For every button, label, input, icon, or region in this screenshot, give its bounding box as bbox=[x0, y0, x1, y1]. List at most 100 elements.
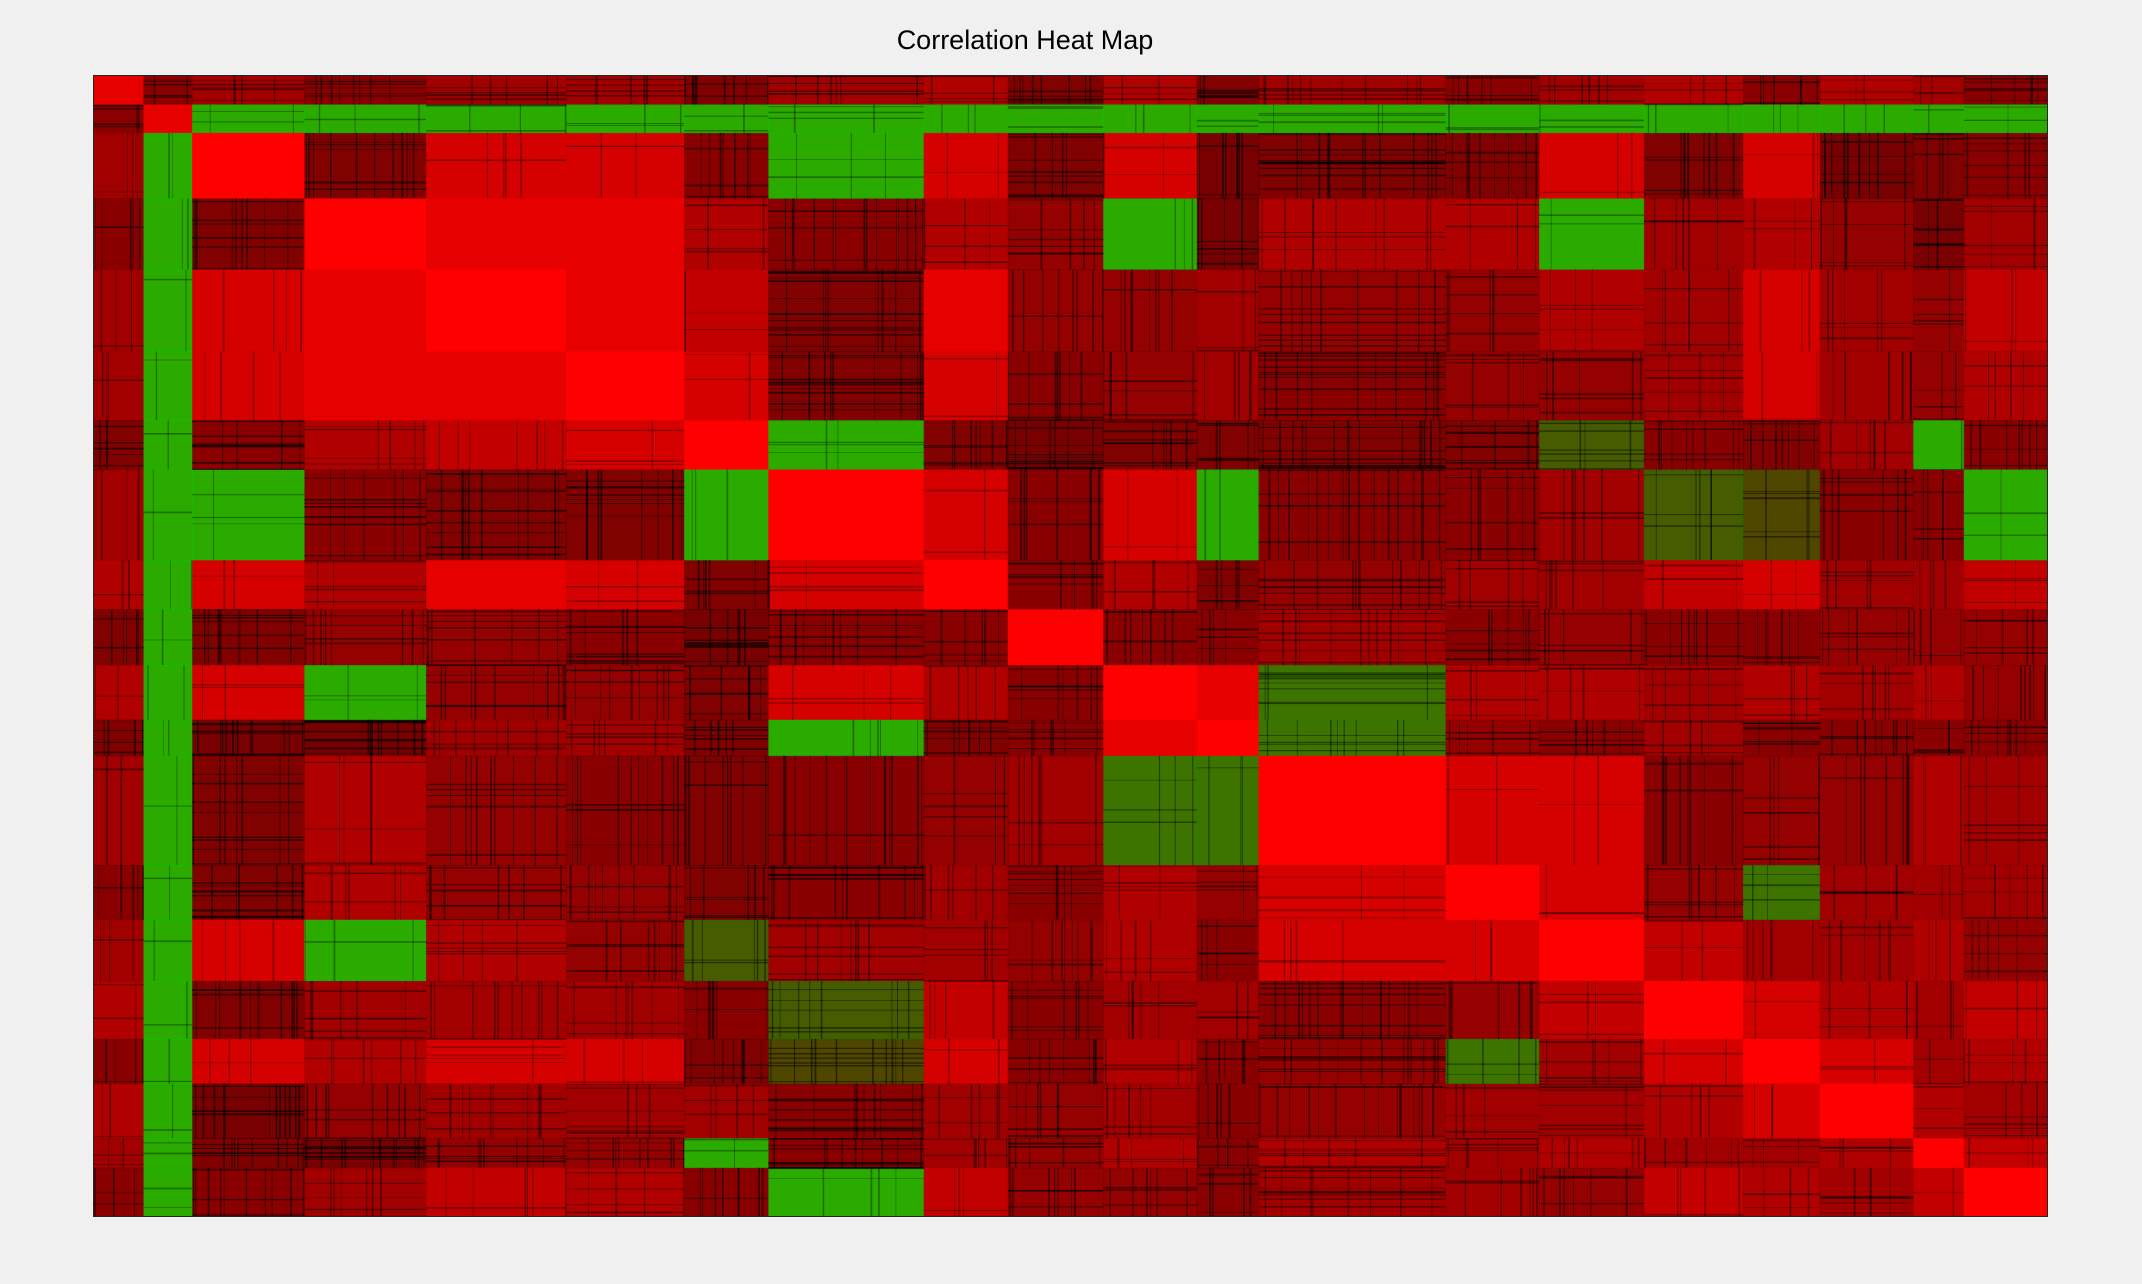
heatmap-texture-line bbox=[698, 560, 700, 610]
heatmap-texture-line bbox=[768, 83, 924, 84]
heatmap-texture-line bbox=[1007, 563, 1104, 565]
heatmap-texture-line bbox=[2009, 865, 2011, 920]
heatmap-plot-area bbox=[93, 75, 2048, 1217]
heatmap-cell bbox=[566, 1167, 685, 1217]
heatmap-texture-line bbox=[192, 882, 305, 884]
heatmap-texture-line bbox=[1827, 609, 1830, 666]
heatmap-texture-line bbox=[768, 566, 924, 568]
heatmap-texture-line bbox=[1296, 132, 1298, 199]
heatmap-texture-line bbox=[1007, 871, 1104, 873]
heatmap-cell bbox=[768, 351, 925, 421]
heatmap-texture-line bbox=[290, 609, 292, 666]
heatmap-texture-line bbox=[1780, 104, 1781, 133]
heatmap-texture-line bbox=[1963, 176, 2048, 178]
heatmap-texture-line bbox=[544, 420, 546, 470]
heatmap-texture-line bbox=[93, 1135, 144, 1137]
heatmap-texture-line bbox=[304, 1158, 426, 1160]
heatmap-texture-line bbox=[832, 609, 835, 666]
heatmap-texture-line bbox=[1103, 1088, 1197, 1089]
heatmap-texture-line bbox=[684, 590, 769, 592]
heatmap-texture-line bbox=[923, 611, 1008, 612]
heatmap-texture-line bbox=[1913, 700, 1964, 702]
heatmap-texture-line bbox=[340, 1167, 342, 1217]
heatmap-texture-line bbox=[1307, 469, 1309, 561]
heatmap-texture-line bbox=[1395, 269, 1398, 352]
heatmap-texture-line bbox=[996, 351, 997, 421]
heatmap-texture-line bbox=[1913, 228, 1964, 230]
heatmap-texture-line bbox=[1275, 351, 1278, 421]
heatmap-cell bbox=[93, 719, 145, 757]
heatmap-texture-line bbox=[921, 198, 923, 270]
heatmap-texture-line bbox=[1328, 469, 1330, 561]
heatmap-texture-line bbox=[1539, 1175, 1644, 1177]
heatmap-texture-line bbox=[1963, 839, 2048, 842]
heatmap-texture-line bbox=[516, 919, 518, 981]
heatmap-texture-line bbox=[675, 919, 676, 981]
heatmap-texture-line bbox=[1007, 95, 1104, 97]
heatmap-texture-line bbox=[566, 632, 685, 633]
heatmap-texture-line bbox=[147, 665, 149, 720]
heatmap-texture-line bbox=[600, 132, 603, 199]
heatmap-texture-line bbox=[1355, 719, 1357, 756]
heatmap-texture-line bbox=[483, 1138, 485, 1168]
heatmap-texture-line bbox=[895, 1167, 897, 1217]
heatmap-cell bbox=[684, 609, 769, 666]
heatmap-texture-line bbox=[437, 1138, 440, 1168]
heatmap-texture-line bbox=[1976, 609, 1977, 666]
heatmap-texture-line bbox=[1040, 755, 1042, 866]
heatmap-texture-line bbox=[667, 665, 670, 720]
heatmap-texture-line bbox=[304, 1182, 426, 1184]
heatmap-texture-line bbox=[566, 586, 685, 588]
heatmap-cell bbox=[1819, 75, 1914, 106]
heatmap-texture-line bbox=[1436, 351, 1438, 421]
heatmap-cell bbox=[1819, 1138, 1914, 1169]
heatmap-texture-line bbox=[636, 609, 639, 666]
heatmap-cell bbox=[566, 104, 685, 134]
heatmap-texture-line bbox=[1520, 1167, 1522, 1217]
heatmap-texture-line bbox=[1575, 719, 1576, 756]
heatmap-texture-line bbox=[1357, 269, 1359, 352]
heatmap-texture-line bbox=[1523, 609, 1524, 666]
heatmap-texture-line bbox=[1539, 1061, 1644, 1063]
heatmap-texture-line bbox=[1061, 919, 1063, 981]
heatmap-texture-line bbox=[527, 1138, 529, 1168]
heatmap-texture-line bbox=[1282, 609, 1284, 666]
heatmap-texture-line bbox=[739, 609, 741, 666]
heatmap-texture-line bbox=[426, 627, 567, 629]
heatmap-texture-line bbox=[1404, 981, 1405, 1039]
heatmap-texture-line bbox=[1422, 469, 1424, 561]
heatmap-texture-line bbox=[768, 572, 924, 574]
heatmap-texture-line bbox=[1258, 467, 1446, 469]
heatmap-texture-line bbox=[840, 75, 842, 105]
heatmap-cell bbox=[1445, 1083, 1540, 1139]
heatmap-cell bbox=[768, 75, 925, 106]
heatmap-texture-line bbox=[1258, 701, 1446, 704]
heatmap-texture-line bbox=[768, 382, 924, 384]
heatmap-texture-line bbox=[1632, 719, 1633, 756]
heatmap-texture-line bbox=[683, 1167, 684, 1217]
heatmap-texture-line bbox=[1913, 1058, 1964, 1060]
heatmap-texture-line bbox=[684, 130, 769, 132]
heatmap-texture-line bbox=[239, 919, 241, 981]
heatmap-texture-line bbox=[768, 452, 924, 453]
heatmap-texture-line bbox=[1445, 788, 1540, 790]
heatmap-texture-line bbox=[1468, 132, 1470, 199]
heatmap-texture-line bbox=[768, 298, 924, 299]
heatmap-cell bbox=[1913, 420, 1965, 471]
heatmap-texture-line bbox=[469, 104, 471, 133]
heatmap-cell bbox=[684, 104, 769, 134]
heatmap-texture-line bbox=[722, 1038, 724, 1084]
heatmap-texture-line bbox=[285, 269, 287, 352]
heatmap-texture-line bbox=[1559, 1167, 1561, 1217]
heatmap-texture-line bbox=[1007, 133, 1104, 135]
heatmap-texture-line bbox=[1819, 327, 1914, 329]
heatmap-texture-line bbox=[1539, 993, 1644, 996]
heatmap-texture-line bbox=[1819, 141, 1914, 143]
heatmap-noise-layer bbox=[93, 75, 2048, 1217]
heatmap-texture-line bbox=[426, 746, 567, 748]
heatmap-texture-line bbox=[1177, 1038, 1179, 1084]
heatmap-texture-line bbox=[1743, 1036, 1820, 1038]
heatmap-texture-line bbox=[906, 198, 909, 270]
heatmap-texture-line bbox=[304, 1057, 426, 1059]
heatmap-texture-line bbox=[1539, 460, 1644, 462]
